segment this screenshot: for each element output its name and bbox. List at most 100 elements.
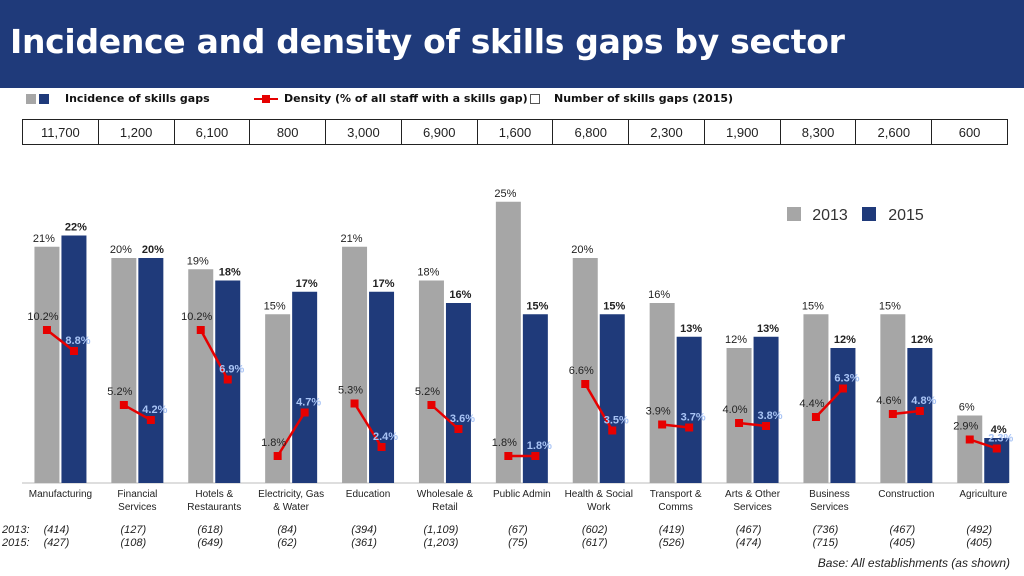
bar-label-2013: 25% <box>494 188 516 200</box>
bar-2013 <box>342 246 368 483</box>
density-line <box>662 423 690 429</box>
density-label-2013: 10.2% <box>27 311 58 323</box>
bar-label-2015: 15% <box>603 300 625 312</box>
density-point-2013 <box>504 452 513 460</box>
density-point-2015 <box>608 426 617 435</box>
density-point-2013 <box>42 326 51 334</box>
bar-2013 <box>880 314 906 483</box>
legend-2013-label: 2013 <box>812 207 848 224</box>
density-point-2015 <box>531 452 540 460</box>
base-count-2013: (84) <box>277 524 297 536</box>
base-counts: 2013: 2015: (414) (427) (127) (108) (618) (64… <box>0 522 1024 552</box>
density-label-2013: 6.6% <box>569 365 594 377</box>
base-count-2015: (361) <box>351 537 377 549</box>
density-point-2015 <box>992 444 1001 453</box>
bar-2015 <box>907 348 933 483</box>
bar-label-2013: 15% <box>802 300 824 312</box>
density-label-2013: 2.9% <box>953 421 978 433</box>
bar-label-2013: 15% <box>264 300 286 312</box>
base-count-2013: (1,109) <box>423 524 459 536</box>
density-label-2015: 4.7% <box>296 397 321 409</box>
category-label: Services <box>118 502 156 513</box>
density-point-2015 <box>838 384 847 393</box>
base-count-2013: (419) <box>658 524 685 536</box>
category-label: Transport & <box>650 489 702 500</box>
density-line <box>123 403 152 422</box>
top-legend: Incidence of skills gaps Density (% of a… <box>0 92 1024 114</box>
bar-label-2013: 15% <box>879 300 901 312</box>
density-label-2013: 3.9% <box>646 406 671 418</box>
category-label: Manufacturing <box>29 489 92 500</box>
skills-gaps-chart: 21% 22% Manufacturing 10.2% 8.8% 20% 20% Financ… <box>22 188 1014 513</box>
density-point-2015 <box>146 416 155 424</box>
base-label-2015: 2015: <box>2 537 30 549</box>
bar-label-2013: 18% <box>417 267 439 279</box>
bar-2015 <box>753 336 779 483</box>
density-line <box>276 411 306 457</box>
bar-label-2015: 20% <box>142 244 164 256</box>
density-label-2013: 1.8% <box>492 437 517 449</box>
category-label: Restaurants <box>187 502 241 513</box>
density-point-2013 <box>350 399 359 408</box>
base-count-2013: (67) <box>508 524 528 536</box>
density-point-2013 <box>273 452 282 460</box>
bar-label-2015: 17% <box>373 278 395 290</box>
density-line-swatch <box>254 94 278 103</box>
density-point-2013 <box>196 326 205 334</box>
skills-gaps-count-row: 11,700 1,200 6,100 800 3,000 6,900 1,600 6,800 2… <box>22 119 1008 145</box>
gap-count-cell: 600 <box>958 124 981 140</box>
legend-density: Density (% of all staff with a skills ga… <box>254 92 528 105</box>
bar-2013 <box>188 269 214 483</box>
gap-count-cell: 1,200 <box>99 120 175 144</box>
base-count-2015: (75) <box>508 537 528 549</box>
density-label-2015: 3.6% <box>450 413 475 425</box>
category-label: Health & Social <box>565 489 633 500</box>
gap-count-cell: 800 <box>250 120 327 144</box>
bar-2015 <box>830 348 856 483</box>
legend-2015-label: 2015 <box>888 207 924 224</box>
gap-count-cell: 6,800 <box>553 120 630 144</box>
density-label-2015: 2.4% <box>373 431 398 443</box>
density-line <box>738 421 767 428</box>
gap-count-cell: 8,300 <box>781 120 857 144</box>
bar-label-2015: 17% <box>296 278 318 290</box>
bar-label-2013: 12% <box>725 334 747 346</box>
bar-2013 <box>649 303 675 483</box>
density-label-2015: 1.8% <box>527 440 552 452</box>
density-label-2015: 6.9% <box>219 364 244 376</box>
density-point-2015 <box>377 443 386 451</box>
density-label-2013: 1.8% <box>261 437 286 449</box>
base-count-2015: (526) <box>658 537 685 549</box>
base-count-2015: (405) <box>889 537 916 549</box>
bar-label-2013: 16% <box>648 289 670 301</box>
gap-count-cell: 1,600 <box>478 120 554 144</box>
density-point-2013 <box>811 413 820 421</box>
category-label: Retail <box>432 502 458 513</box>
density-label-2015: 3.7% <box>681 412 706 424</box>
density-line <box>969 438 998 450</box>
base-count-2013: (467) <box>889 524 916 536</box>
base-count-2013: (602) <box>581 524 608 536</box>
category-label: Construction <box>878 489 934 500</box>
bar-2013 <box>957 415 983 483</box>
bar-2013 <box>34 246 60 483</box>
bar-2013 <box>803 314 829 483</box>
gap-count-cell: 2,300 <box>629 120 705 144</box>
legend-2015-swatch <box>862 207 876 221</box>
bar-label-2015: 13% <box>757 323 779 335</box>
legend-number-label: Number of skills gaps (2015) <box>554 92 734 105</box>
base-count-2015: (427) <box>43 537 70 549</box>
density-label-2015: 3.8% <box>758 410 783 422</box>
density-line <box>584 383 614 432</box>
gap-count-cell: 11,700 <box>23 120 99 144</box>
density-label-2015: 8.8% <box>65 335 90 347</box>
bar-label-2015: 22% <box>65 222 87 234</box>
bar-label-2015: 12% <box>911 334 933 346</box>
category-label: & Water <box>273 502 309 513</box>
base-count-2013: (736) <box>812 524 839 536</box>
density-label-2013: 5.3% <box>338 385 363 397</box>
category-label: Work <box>587 502 611 513</box>
base-note: Base: All establishments (as shown) <box>817 556 1010 570</box>
density-label-2015: 4.8% <box>911 395 936 407</box>
density-point-2013 <box>658 420 667 429</box>
